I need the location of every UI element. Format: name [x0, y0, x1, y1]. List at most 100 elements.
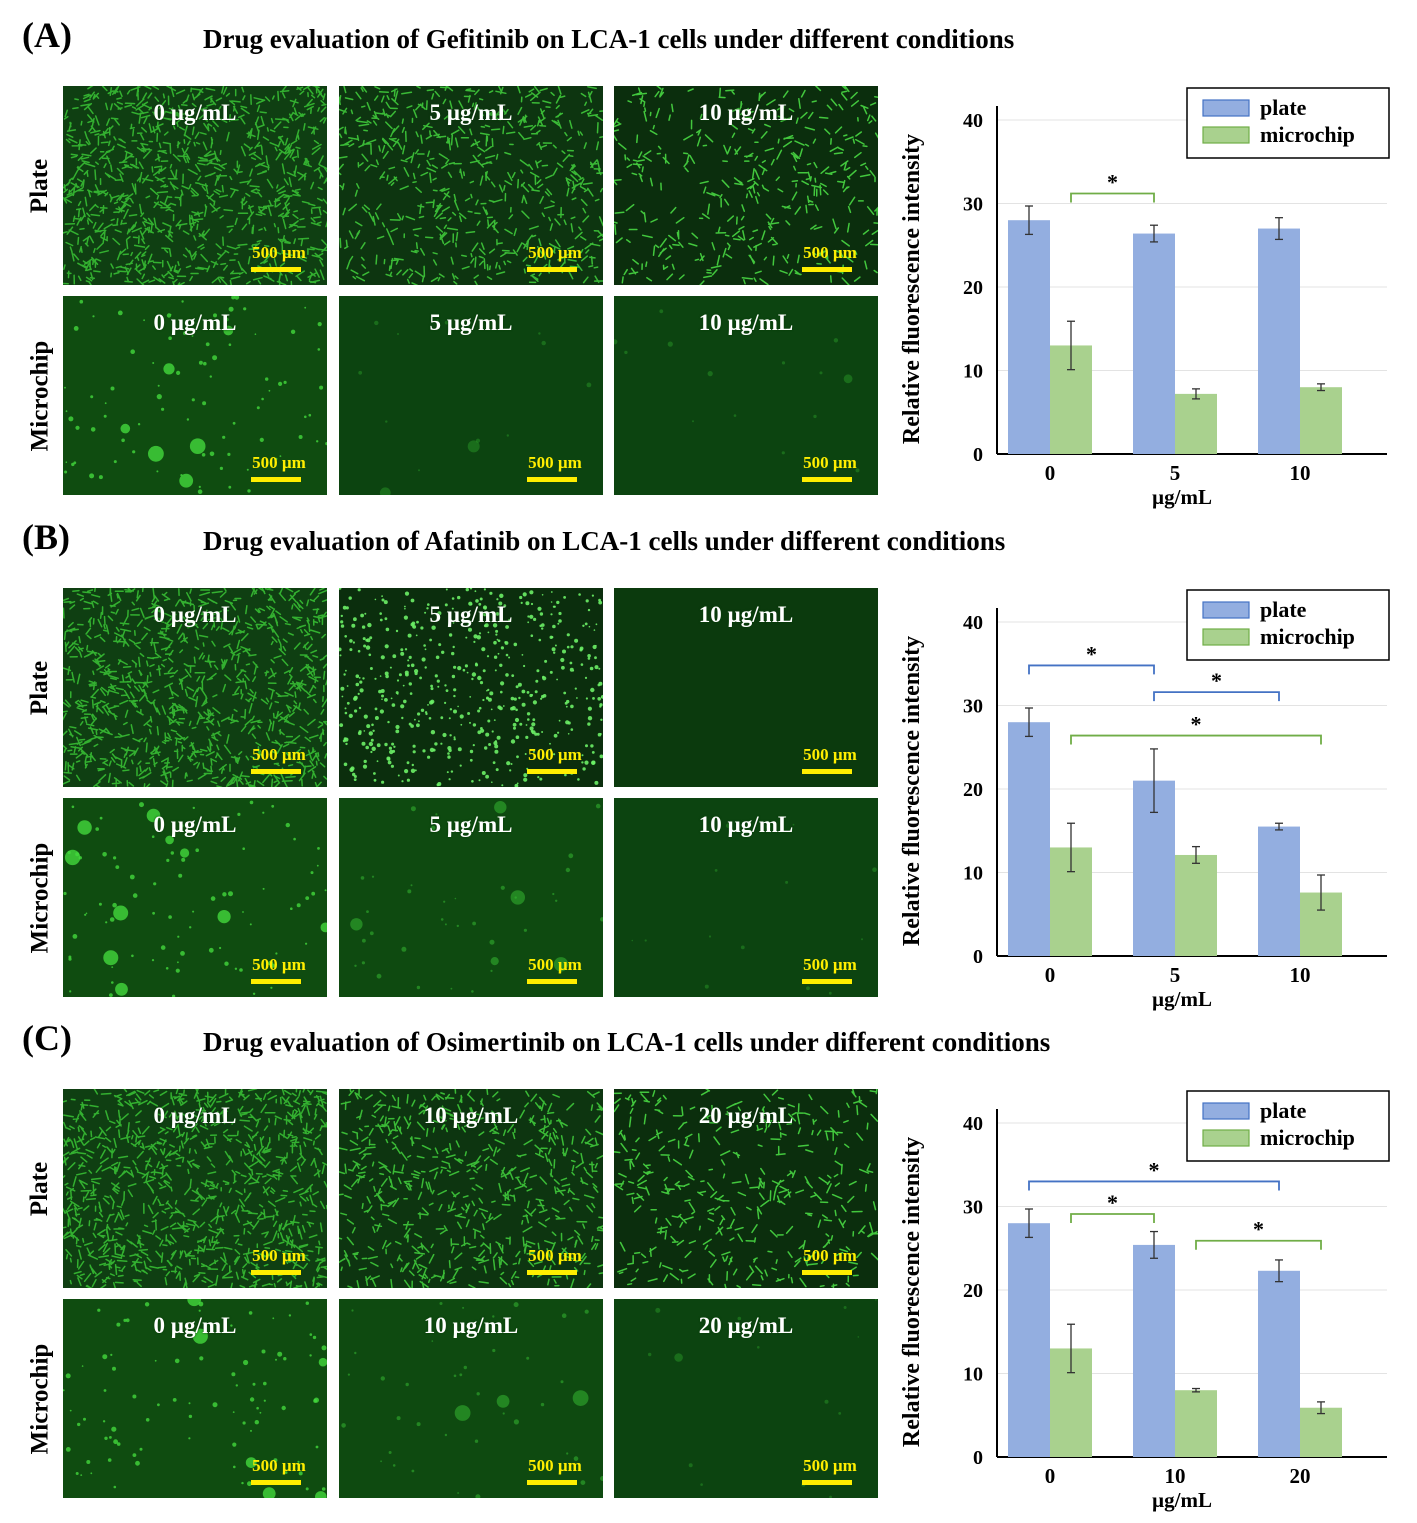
x-tick-label: 5 — [1170, 461, 1181, 485]
scale-bar-label: 500 µm — [528, 745, 582, 764]
y-tick-label: 30 — [963, 696, 983, 718]
bar-plate — [1258, 228, 1300, 454]
y-tick-label: 0 — [973, 1447, 983, 1469]
y-tick-label: 10 — [963, 1364, 983, 1386]
concentration-label: 0 µg/mL — [153, 310, 237, 335]
micrograph: 10 µg/mL 500 µm — [614, 86, 878, 285]
scale-bar-label: 500 µm — [528, 453, 582, 472]
micrograph-texture — [339, 1299, 603, 1498]
bar-chart-svg: 0 10 20 30 40 * * * 0 5 10 µg/mL Relative fluorescen… — [899, 589, 1390, 1011]
bar-plate — [1133, 1244, 1175, 1457]
significance-star: * — [1107, 169, 1118, 194]
y-tick-label: 40 — [963, 110, 983, 132]
scale-bar — [527, 477, 577, 482]
bar-chart-svg: 0 10 20 30 40 * * * 0 10 20 µg/mL Relative fluoresce… — [899, 1090, 1390, 1512]
micrograph-texture — [63, 296, 327, 495]
significance-bracket — [1195, 1239, 1322, 1250]
micrograph: 10 µg/mL 500 µm — [614, 296, 878, 495]
concentration-label: 5 µg/mL — [429, 100, 513, 125]
row-label-microchip: Microchip — [26, 842, 54, 953]
micrograph: 10 µg/mL 500 µm — [614, 588, 878, 787]
micrograph: 10 µg/mL 500 µm — [339, 1299, 603, 1498]
micrograph-texture — [63, 86, 327, 285]
micrograph: 0 µg/mL 500 µm — [63, 1089, 327, 1288]
bar-plate — [1258, 1270, 1300, 1457]
scale-bar-label: 500 µm — [803, 1456, 857, 1475]
significance-bracket — [1070, 1213, 1155, 1224]
panel-letter: (B) — [22, 517, 70, 557]
panel-letter: (C) — [22, 1018, 72, 1058]
micrograph-texture — [614, 588, 878, 787]
scale-bar — [251, 1270, 301, 1275]
bar-chart: 0 10 20 30 40 * * * 0 5 10 µg/mL Relative fluorescen… — [895, 580, 1405, 1015]
micrograph-texture — [614, 1299, 878, 1498]
scale-bar — [251, 477, 301, 482]
panel-title: Drug evaluation of Osimertinib on LCA-1 … — [203, 1027, 1051, 1057]
bar-microchip — [1300, 387, 1342, 454]
y-tick-label: 30 — [963, 1197, 983, 1219]
micrograph: 20 µg/mL 500 µm — [614, 1299, 878, 1498]
row-label-microchip: Microchip — [26, 340, 54, 451]
y-tick-label: 10 — [963, 361, 983, 383]
significance-star: * — [1191, 712, 1202, 737]
scale-bar-label: 500 µm — [252, 1246, 306, 1265]
concentration-label: 5 µg/mL — [429, 310, 513, 335]
x-axis-label: µg/mL — [1152, 485, 1212, 509]
micrograph: 0 µg/mL 500 µm — [63, 588, 327, 787]
x-axis-label: µg/mL — [1152, 987, 1212, 1011]
bar-plate — [1008, 220, 1050, 454]
scale-bar — [802, 477, 852, 482]
scale-bar — [251, 1480, 301, 1485]
bar-microchip — [1300, 1407, 1342, 1457]
scale-bar — [802, 979, 852, 984]
bar-plate — [1133, 233, 1175, 454]
concentration-label: 0 µg/mL — [153, 812, 237, 837]
legend-label-plate: plate — [1260, 1098, 1307, 1123]
legend-swatch-plate — [1202, 601, 1250, 619]
legend-swatch-plate — [1202, 99, 1250, 117]
x-tick-label: 10 — [1290, 963, 1311, 987]
y-tick-label: 10 — [963, 863, 983, 885]
x-tick-label: 10 — [1165, 1464, 1186, 1488]
significance-star: * — [1211, 668, 1222, 693]
legend-swatch-microchip — [1202, 1129, 1250, 1147]
significance-bracket — [1028, 664, 1155, 675]
scale-bar-label: 500 µm — [252, 453, 306, 472]
micrograph-texture — [614, 296, 878, 495]
micrograph-texture — [63, 588, 327, 787]
legend-label-microchip: microchip — [1260, 122, 1355, 147]
concentration-label: 5 µg/mL — [429, 602, 513, 627]
scale-bar — [251, 979, 301, 984]
micrograph: 5 µg/mL 500 µm — [339, 296, 603, 495]
y-axis-label: Relative fluorescence intensity — [899, 134, 925, 444]
y-tick-label: 40 — [963, 1113, 983, 1135]
micrograph: 0 µg/mL 500 µm — [63, 86, 327, 285]
y-tick-label: 20 — [963, 277, 983, 299]
scale-bar — [802, 1270, 852, 1275]
y-tick-label: 40 — [963, 612, 983, 634]
micrograph-texture — [614, 86, 878, 285]
significance-star: * — [1086, 641, 1097, 666]
concentration-label: 5 µg/mL — [429, 812, 513, 837]
panel-c: (C) Drug evaluation of Osimertinib on LC… — [0, 1003, 1417, 1512]
scale-bar — [802, 1480, 852, 1485]
scale-bar — [802, 267, 852, 272]
significance-star: * — [1149, 1157, 1160, 1182]
x-tick-label: 0 — [1045, 461, 1056, 485]
concentration-label: 10 µg/mL — [423, 1103, 519, 1128]
scale-bar-label: 500 µm — [252, 1456, 306, 1475]
row-label-microchip: Microchip — [26, 1343, 54, 1454]
legend-label-microchip: microchip — [1260, 624, 1355, 649]
micrograph-texture — [339, 296, 603, 495]
concentration-label: 20 µg/mL — [698, 1313, 794, 1338]
scale-bar — [527, 979, 577, 984]
micrograph-texture — [339, 1089, 603, 1288]
scale-bar — [527, 1480, 577, 1485]
bar-chart-svg: 0 10 20 30 40 * 0 5 10 µg/mL Relative fluorescence… — [899, 87, 1390, 509]
micrograph: 5 µg/mL 500 µm — [339, 86, 603, 285]
scale-bar-label: 500 µm — [252, 955, 306, 974]
micrograph-texture — [63, 1299, 327, 1498]
panel-title: Drug evaluation of Afatinib on LCA-1 cel… — [203, 526, 1006, 556]
row-label-plate: Plate — [26, 1161, 54, 1216]
micrograph: 0 µg/mL 500 µm — [63, 798, 327, 997]
